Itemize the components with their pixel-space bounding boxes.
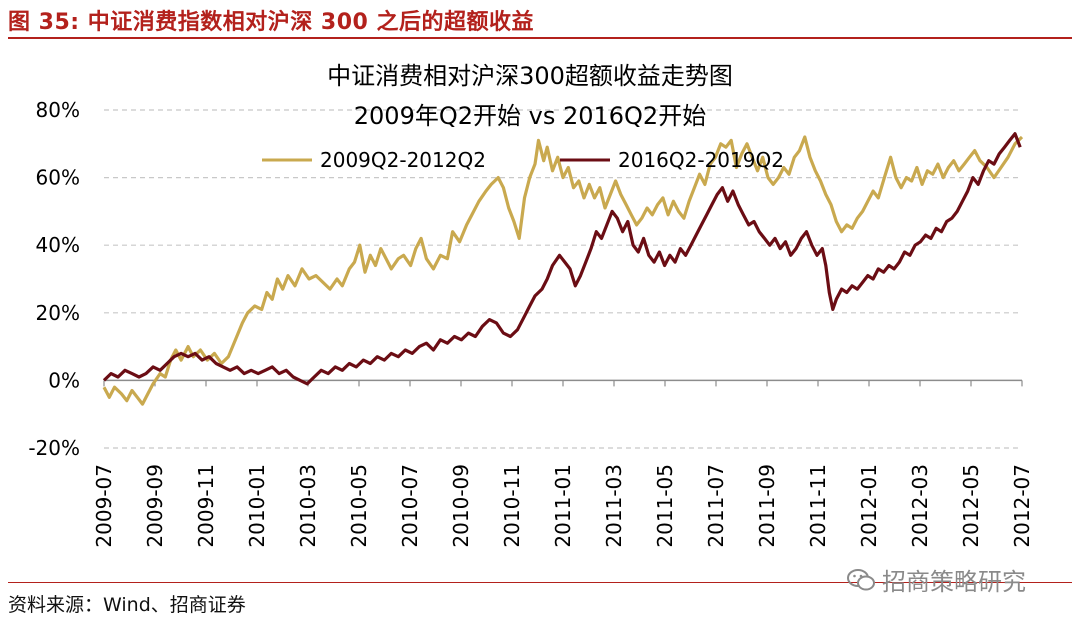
x-tick-label: 2010-01 [245,464,269,548]
x-tick-label: 2010-07 [398,464,422,548]
wechat-icon [847,568,875,590]
excess-return-line-chart: -20% 0% 20% 40% 60% 80% 2009-07 2009-09 2009-11 2… [28,62,1034,548]
x-tick-label: 2012-07 [1010,464,1034,548]
x-tick-label: 2012-05 [959,464,983,548]
x-tick-label: 2010-03 [296,464,320,548]
y-tick-label: -20% [28,436,80,460]
y-tick-label: 60% [36,166,80,190]
x-tick-label: 2011-03 [602,464,626,548]
legend-label-2009: 2009Q2-2012Q2 [320,148,486,172]
x-tick-label: 2012-01 [857,464,881,548]
watermark: 招商策略研究 [846,562,1026,597]
legend: 2009Q2-2012Q2 2016Q2-2019Q2 [262,148,784,172]
legend-label-2016: 2016Q2-2019Q2 [618,148,784,172]
x-tick-label: 2011-07 [704,464,728,548]
y-tick-label: 20% [36,301,80,325]
watermark-text: 招商策略研究 [882,568,1026,596]
figure-header: 图 35: 中证消费指数相对沪深 300 之后的超额收益 [8,10,534,35]
chart-title-line2: 2009年Q2开始 vs 2016Q2开始 [354,102,706,130]
y-tick-label: 80% [36,98,80,122]
x-tick-label: 2010-05 [347,464,371,548]
x-tick-label: 2011-09 [755,464,779,548]
x-tick-label: 2011-11 [806,464,830,548]
y-tick-label: 40% [36,233,80,257]
axis-layer: -20% 0% 20% 40% 60% 80% 2009-07 2009-09 2009-11 2… [28,98,1034,548]
footer-rule [8,582,1072,583]
series-layer [102,132,1024,406]
x-tick-label: 2009-07 [92,464,116,548]
x-tick-label: 2010-09 [449,464,473,548]
header-rule [8,37,1072,39]
x-tick-label: 2010-11 [500,464,524,548]
x-tick-label: 2009-09 [143,464,167,548]
chart-title-line1: 中证消费相对沪深300超额收益走势图 [327,62,733,90]
x-tick-label: 2011-01 [551,464,575,548]
x-tick-label: 2009-11 [194,464,218,548]
source-note: 资料来源：Wind、招商证券 [8,594,246,616]
series-line-2009q2-2012q2 [102,135,1024,406]
series-line-2016q2-2019q2 [102,132,1022,386]
y-tick-label: 0% [48,368,80,392]
x-tick-label: 2012-03 [908,464,932,548]
grid-layer [104,109,1022,449]
x-tick-label: 2011-05 [653,464,677,548]
